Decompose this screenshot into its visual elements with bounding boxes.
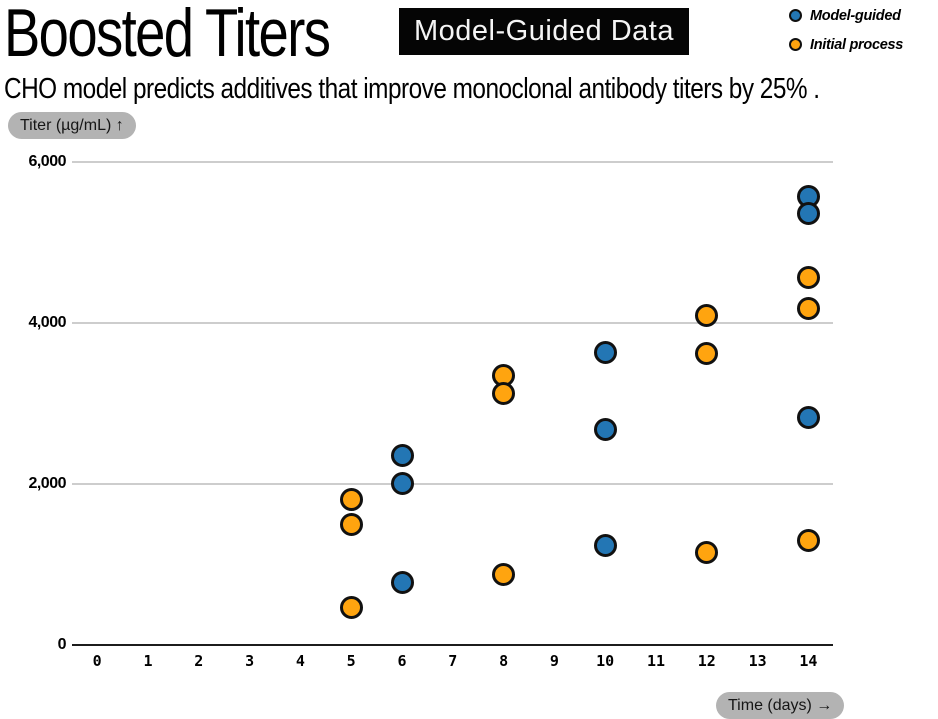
data-point-initial-process xyxy=(796,528,820,552)
legend-item-initial-process: Initial process xyxy=(789,34,903,55)
x-tick-label: 14 xyxy=(799,652,818,670)
x-tick-label: 6 xyxy=(397,652,407,670)
legend: Model-guided Initial process xyxy=(789,5,903,55)
legend-item-model-guided: Model-guided xyxy=(789,5,903,26)
y-tick-label: 2,000 xyxy=(28,474,66,492)
data-point-initial-process xyxy=(492,563,516,587)
gridline-4000 xyxy=(72,321,833,324)
legend-label: Model-guided xyxy=(810,7,901,24)
x-tick-label: 4 xyxy=(295,652,305,670)
initial-process-dot-icon xyxy=(789,38,802,51)
y-axis-label-pill: Titer (µg/mL) ↑ xyxy=(8,112,136,139)
x-tick-label: 0 xyxy=(92,652,102,670)
data-point-initial-process xyxy=(796,297,820,321)
x-tick-label: 3 xyxy=(245,652,255,670)
data-point-model-guided xyxy=(593,418,617,442)
subtitle: CHO model predicts additives that improv… xyxy=(4,73,820,105)
x-tick-label: 11 xyxy=(646,652,666,670)
data-point-initial-process xyxy=(492,382,516,406)
data-point-initial-process xyxy=(695,341,719,365)
x-tick-label: 12 xyxy=(697,652,716,670)
data-point-initial-process xyxy=(695,303,719,327)
data-point-model-guided xyxy=(390,444,414,468)
x-tick-label: 7 xyxy=(448,652,458,670)
model-guided-dot-icon xyxy=(789,9,802,22)
y-tick-label: 0 xyxy=(57,636,67,653)
data-point-model-guided xyxy=(390,472,414,496)
y-tick-label: 6,000 xyxy=(28,152,66,170)
data-point-model-guided xyxy=(593,340,617,364)
gridline-2000 xyxy=(72,482,833,485)
x-axis-label-pill: Time (days) → xyxy=(716,692,845,719)
x-axis-line xyxy=(72,644,833,646)
legend-label: Initial process xyxy=(810,36,904,53)
title-badge: Model-Guided Data xyxy=(399,8,689,55)
data-point-model-guided xyxy=(390,571,414,595)
x-tick-label: 5 xyxy=(346,652,356,670)
x-tick-label: 13 xyxy=(748,652,767,670)
data-point-initial-process xyxy=(339,487,363,511)
x-tick-label: 10 xyxy=(596,652,615,670)
gridline-6000 xyxy=(72,160,833,163)
data-point-initial-process xyxy=(339,595,363,619)
x-tick-label: 2 xyxy=(194,652,204,670)
x-tick-label: 1 xyxy=(143,652,153,670)
y-tick-label: 4,000 xyxy=(28,313,66,331)
x-tick-label: 9 xyxy=(549,652,559,670)
data-point-initial-process xyxy=(796,266,820,290)
data-point-initial-process xyxy=(339,513,363,537)
page-title: Boosted Titers xyxy=(4,0,331,71)
x-tick-label: 8 xyxy=(499,652,509,670)
data-point-model-guided xyxy=(796,201,820,225)
data-point-model-guided xyxy=(796,406,820,430)
data-point-initial-process xyxy=(695,540,719,564)
data-point-model-guided xyxy=(593,533,617,557)
